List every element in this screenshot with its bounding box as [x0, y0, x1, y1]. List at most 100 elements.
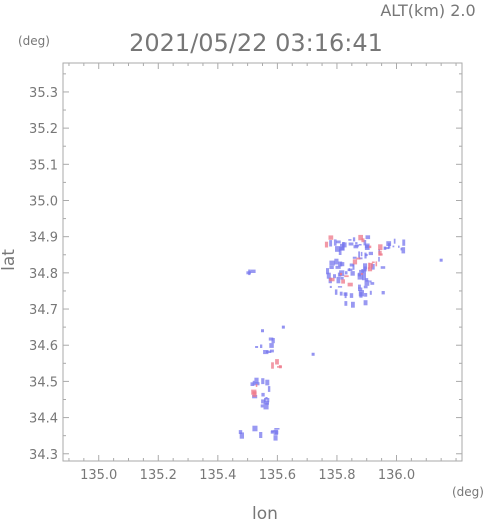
data-point — [352, 259, 358, 265]
data-point — [267, 398, 270, 403]
data-point — [348, 242, 354, 246]
data-point — [263, 350, 269, 355]
data-point — [238, 430, 243, 434]
data-point — [344, 292, 347, 299]
data-point — [378, 250, 382, 256]
data-point — [358, 257, 363, 260]
data-point — [260, 404, 264, 408]
data-point — [263, 402, 269, 410]
data-point — [347, 282, 353, 287]
data-point — [367, 267, 373, 272]
data-point — [265, 379, 270, 386]
data-point — [271, 430, 275, 433]
data-point — [260, 344, 263, 348]
data-point — [255, 346, 259, 348]
data-point — [252, 380, 255, 386]
data-point — [270, 349, 274, 353]
data-point — [261, 329, 264, 333]
data-point — [278, 365, 282, 369]
data-point — [252, 425, 258, 432]
data-point — [341, 279, 345, 284]
data-point — [254, 382, 260, 386]
data-point — [239, 432, 244, 439]
data-point — [392, 245, 395, 248]
data-point — [271, 338, 275, 344]
data-point — [368, 262, 373, 268]
axis-ticks: 135.0 135.2 135.4 135.6 135.8 136.0 34.3 34.4 34… — [29, 63, 462, 483]
data-point — [358, 287, 363, 291]
data-point — [250, 269, 256, 273]
data-point — [359, 269, 365, 273]
data-point — [267, 386, 271, 392]
data-point — [349, 263, 354, 267]
data-point — [333, 239, 337, 246]
data-point — [357, 273, 363, 280]
data-point — [254, 377, 259, 384]
data-point — [275, 359, 279, 365]
data-point — [250, 382, 254, 386]
data-point — [344, 275, 349, 278]
data-point — [328, 235, 334, 240]
data-point — [365, 235, 371, 240]
y-axis-label: lat — [0, 249, 19, 271]
data-point — [368, 245, 372, 249]
y-tick-label: 34.9 — [29, 231, 58, 246]
data-point — [349, 293, 354, 298]
data-point — [259, 432, 263, 438]
data-point — [339, 272, 342, 276]
data-point — [378, 253, 383, 256]
x-tick-label: 135.8 — [318, 468, 355, 483]
data-point — [337, 272, 342, 277]
data-point — [345, 271, 348, 275]
y-unit-label: (deg) — [18, 34, 50, 48]
data-point — [329, 277, 335, 282]
data-point — [329, 285, 332, 288]
data-point — [246, 271, 251, 275]
data-point — [326, 268, 330, 275]
y-tick-label: 34.5 — [29, 375, 58, 390]
x-unit-label: (deg) — [452, 485, 484, 499]
x-tick-label: 136.0 — [378, 468, 415, 483]
altitude-label: ALT(km) 2.0 — [380, 1, 475, 20]
y-tick-label: 35.1 — [29, 158, 58, 173]
data-point — [383, 246, 387, 250]
data-point — [364, 243, 370, 250]
data-point — [356, 257, 361, 260]
data-point — [350, 271, 355, 276]
data-point — [348, 239, 352, 241]
data-point — [363, 240, 367, 246]
x-tick-label: 135.6 — [259, 468, 296, 483]
data-point — [398, 245, 400, 248]
data-point — [370, 282, 375, 285]
y-tick-label: 34.3 — [29, 448, 58, 463]
data-point — [342, 242, 347, 248]
data-point — [255, 384, 258, 387]
data-point — [268, 337, 274, 341]
y-tick-label: 34.4 — [29, 412, 58, 427]
data-point — [358, 290, 364, 297]
y-tick-label: 34.8 — [29, 267, 58, 282]
data-point — [358, 234, 363, 241]
data-point — [380, 266, 386, 269]
data-point — [281, 325, 285, 329]
y-tick-label: 35.2 — [29, 122, 58, 137]
data-point — [252, 391, 257, 397]
data-point — [352, 237, 356, 242]
data-point — [274, 430, 279, 435]
data-point — [271, 362, 274, 369]
y-tick-label: 34.7 — [29, 303, 58, 318]
x-tick-label: 135.0 — [80, 468, 117, 483]
data-point — [368, 262, 370, 270]
data-point — [363, 263, 368, 270]
data-point — [269, 343, 274, 348]
data-points — [238, 234, 443, 441]
y-tick-label: 35.0 — [29, 194, 58, 209]
data-point — [355, 242, 358, 245]
data-point — [352, 263, 355, 270]
data-point — [311, 352, 315, 356]
data-point — [339, 262, 345, 267]
data-point — [261, 392, 265, 397]
x-tick-label: 135.4 — [199, 468, 236, 483]
data-point — [378, 256, 380, 262]
data-point — [329, 265, 334, 269]
